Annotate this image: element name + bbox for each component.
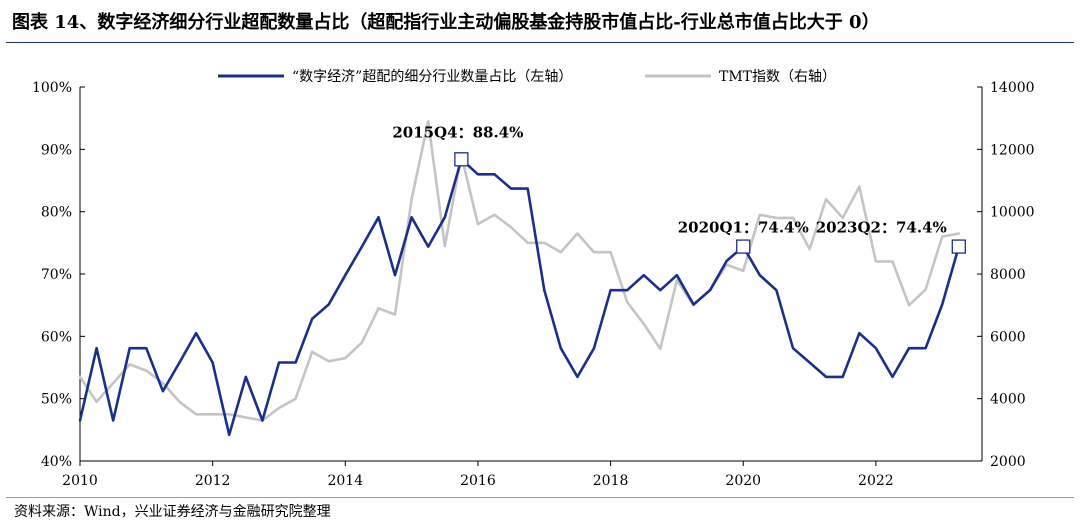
right-y-tick-label: 4000 <box>990 392 1026 408</box>
annotation-label: 2023Q2：74.4% <box>816 219 947 237</box>
series-layer <box>78 120 961 437</box>
left-y-tick-label: 70% <box>41 267 72 283</box>
title-divider <box>6 42 1074 43</box>
x-tick-label: 2022 <box>858 473 894 489</box>
line-chart: 40% 50% 60% 70% 80% 90% 100% 2000 4000 6000 8000 10… <box>32 69 1035 489</box>
left-y-tick-label: 100% <box>32 80 72 96</box>
right-y-tick-label: 12000 <box>990 142 1035 158</box>
chart-axes: 40% 50% 60% 70% 80% 90% 100% 2000 4000 6000 8000 10… <box>32 80 1035 489</box>
left-y-tick-label: 50% <box>41 392 72 408</box>
left-y-tick-label: 60% <box>41 329 72 345</box>
annotation-marker <box>454 152 469 167</box>
annotation-label: 2015Q4：88.4% <box>392 123 523 141</box>
annotation-marker <box>736 239 751 254</box>
left-y-tick-label: 80% <box>41 205 72 221</box>
right-y-tick-label: 2000 <box>990 454 1026 470</box>
series-line-tmt-index <box>78 120 961 422</box>
legend-label: TMT指数（右轴） <box>719 69 836 85</box>
x-tick-label: 2010 <box>62 473 98 489</box>
left-y-tick-label: 40% <box>41 454 72 470</box>
right-y-tick-label: 6000 <box>990 329 1026 345</box>
footer-divider <box>6 497 1074 498</box>
annotation-layer: 2015Q4：88.4% 2020Q1：74.4% 2023Q2：74.4% <box>392 123 966 254</box>
x-tick-label: 2016 <box>460 473 496 489</box>
annotation-marker <box>951 239 966 254</box>
x-tick-label: 2014 <box>327 473 363 489</box>
x-tick-label: 2020 <box>725 473 761 489</box>
x-tick-label: 2012 <box>195 473 231 489</box>
left-y-tick-label: 90% <box>41 142 72 158</box>
page-title: 图表 14、数字经济细分行业超配数量占比（超配指行业主动偏股基金持股市值占比-行… <box>12 12 880 33</box>
right-y-tick-label: 10000 <box>990 205 1035 221</box>
legend-label: “数字经济”超配的细分行业数量占比（左轴） <box>292 69 572 85</box>
source-note: 资料来源：Wind，兴业证券经济与金融研究院整理 <box>14 504 331 520</box>
chart-legend: “数字经济”超配的细分行业数量占比（左轴） TMT指数（右轴） <box>218 69 836 85</box>
right-y-tick-label: 8000 <box>990 267 1026 283</box>
annotation-label: 2020Q1：74.4% <box>678 219 809 237</box>
series-line-digital-economy-ratio <box>78 158 961 437</box>
right-y-tick-label: 14000 <box>990 80 1035 96</box>
x-tick-label: 2018 <box>593 473 629 489</box>
